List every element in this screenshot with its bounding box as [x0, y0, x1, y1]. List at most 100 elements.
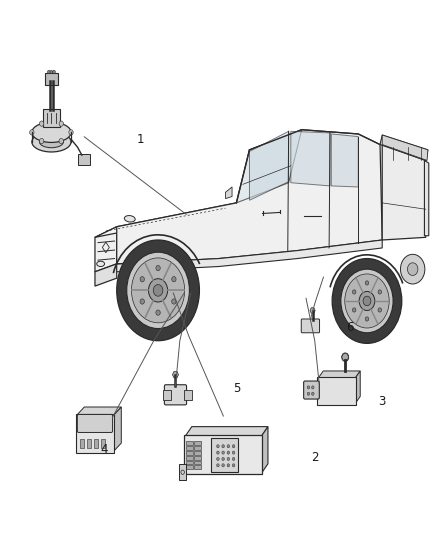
Circle shape	[232, 464, 235, 467]
Circle shape	[232, 451, 235, 454]
Circle shape	[365, 317, 369, 321]
Circle shape	[153, 285, 163, 296]
FancyBboxPatch shape	[211, 438, 238, 472]
Text: 5: 5	[233, 382, 240, 395]
Polygon shape	[382, 135, 428, 160]
Circle shape	[222, 451, 224, 454]
FancyBboxPatch shape	[163, 390, 171, 400]
Circle shape	[311, 392, 314, 395]
Circle shape	[353, 308, 356, 312]
Circle shape	[172, 299, 176, 304]
Polygon shape	[382, 144, 426, 240]
Circle shape	[400, 254, 425, 284]
Circle shape	[217, 451, 219, 454]
Polygon shape	[173, 372, 179, 378]
Text: 1: 1	[137, 133, 145, 146]
Polygon shape	[250, 131, 289, 200]
Circle shape	[378, 290, 381, 294]
FancyBboxPatch shape	[43, 109, 60, 127]
FancyBboxPatch shape	[194, 446, 201, 450]
FancyBboxPatch shape	[194, 465, 201, 469]
Circle shape	[30, 130, 34, 135]
FancyBboxPatch shape	[186, 465, 193, 469]
Circle shape	[50, 70, 53, 74]
Polygon shape	[113, 407, 121, 451]
Circle shape	[140, 299, 145, 304]
Circle shape	[227, 464, 230, 467]
Text: 2: 2	[311, 451, 318, 464]
FancyBboxPatch shape	[194, 456, 201, 459]
FancyBboxPatch shape	[186, 446, 193, 450]
Circle shape	[131, 258, 185, 323]
Text: 6: 6	[346, 321, 353, 334]
Circle shape	[341, 269, 393, 333]
Circle shape	[217, 445, 219, 448]
Circle shape	[227, 445, 230, 448]
Polygon shape	[310, 308, 315, 313]
Circle shape	[365, 281, 369, 285]
Circle shape	[148, 279, 168, 302]
Circle shape	[217, 464, 219, 467]
Circle shape	[156, 265, 160, 271]
Circle shape	[307, 386, 310, 389]
Polygon shape	[355, 371, 360, 404]
Polygon shape	[318, 371, 360, 378]
Circle shape	[407, 263, 418, 276]
Polygon shape	[77, 407, 121, 416]
Polygon shape	[424, 160, 429, 236]
FancyBboxPatch shape	[301, 319, 320, 333]
FancyBboxPatch shape	[186, 451, 193, 455]
Circle shape	[345, 274, 389, 328]
Circle shape	[127, 252, 189, 328]
FancyBboxPatch shape	[194, 461, 201, 464]
Circle shape	[140, 277, 145, 282]
Circle shape	[172, 277, 176, 282]
Polygon shape	[237, 130, 302, 203]
FancyBboxPatch shape	[94, 439, 98, 448]
Circle shape	[332, 259, 402, 343]
Circle shape	[59, 121, 64, 126]
Circle shape	[311, 386, 314, 389]
Polygon shape	[291, 131, 330, 186]
Polygon shape	[117, 240, 382, 272]
Circle shape	[69, 130, 73, 135]
FancyBboxPatch shape	[184, 435, 262, 474]
Circle shape	[222, 457, 224, 461]
Circle shape	[39, 121, 44, 126]
Polygon shape	[95, 264, 117, 286]
Circle shape	[378, 308, 381, 312]
Polygon shape	[185, 426, 268, 436]
FancyBboxPatch shape	[184, 390, 192, 400]
Circle shape	[59, 139, 64, 144]
Circle shape	[222, 464, 224, 467]
FancyBboxPatch shape	[46, 73, 57, 85]
Ellipse shape	[32, 132, 71, 152]
Polygon shape	[95, 227, 117, 272]
FancyBboxPatch shape	[80, 439, 84, 448]
Circle shape	[232, 457, 235, 461]
Circle shape	[217, 457, 219, 461]
Circle shape	[53, 70, 55, 74]
Circle shape	[222, 445, 224, 448]
Polygon shape	[342, 353, 349, 361]
Polygon shape	[331, 134, 358, 187]
FancyBboxPatch shape	[101, 439, 105, 448]
Circle shape	[353, 290, 356, 294]
Circle shape	[232, 445, 235, 448]
Circle shape	[47, 70, 50, 74]
Polygon shape	[226, 187, 232, 199]
FancyBboxPatch shape	[78, 154, 90, 165]
Ellipse shape	[97, 261, 105, 266]
FancyBboxPatch shape	[76, 415, 114, 453]
Circle shape	[39, 139, 44, 144]
Polygon shape	[95, 203, 237, 237]
Polygon shape	[117, 130, 382, 264]
Polygon shape	[380, 135, 428, 160]
Circle shape	[307, 392, 310, 395]
FancyBboxPatch shape	[194, 441, 201, 445]
Circle shape	[117, 240, 199, 341]
FancyBboxPatch shape	[186, 456, 193, 459]
FancyBboxPatch shape	[194, 451, 201, 455]
FancyBboxPatch shape	[186, 461, 193, 464]
FancyBboxPatch shape	[164, 385, 187, 405]
